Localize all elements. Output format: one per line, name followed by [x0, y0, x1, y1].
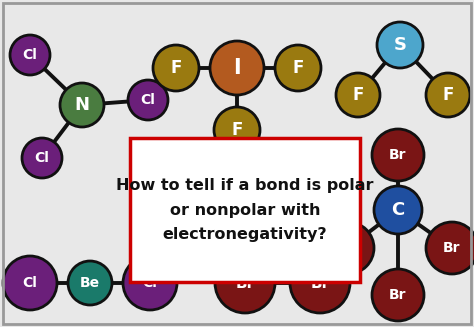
Circle shape [372, 129, 424, 181]
Circle shape [275, 45, 321, 91]
Circle shape [60, 83, 104, 127]
Text: Be: Be [80, 276, 100, 290]
Text: F: F [442, 86, 454, 104]
Text: Br: Br [339, 241, 357, 255]
Text: Cl: Cl [35, 151, 49, 165]
Text: N: N [74, 96, 90, 114]
Circle shape [214, 107, 260, 153]
Circle shape [123, 256, 177, 310]
Circle shape [426, 73, 470, 117]
Circle shape [10, 35, 50, 75]
Text: Br: Br [236, 276, 255, 290]
Text: Br: Br [310, 276, 329, 290]
Text: S: S [393, 36, 407, 54]
Text: Br: Br [389, 148, 407, 162]
Text: Cl: Cl [23, 48, 37, 62]
Text: I: I [233, 58, 241, 78]
Text: F: F [292, 59, 304, 77]
Circle shape [372, 269, 424, 321]
Text: F: F [352, 86, 364, 104]
Circle shape [374, 186, 422, 234]
Text: How to tell if a bond is polar
or nonpolar with
electronegativity?: How to tell if a bond is polar or nonpol… [116, 178, 374, 242]
Text: Br: Br [389, 288, 407, 302]
Circle shape [210, 41, 264, 95]
Circle shape [68, 261, 112, 305]
Text: Cl: Cl [141, 93, 155, 107]
Circle shape [336, 73, 380, 117]
Text: C: C [392, 201, 405, 219]
Text: Cl: Cl [23, 276, 37, 290]
Text: Cl: Cl [143, 276, 157, 290]
Circle shape [290, 253, 350, 313]
Circle shape [3, 256, 57, 310]
Text: F: F [170, 59, 182, 77]
Circle shape [426, 222, 474, 274]
Circle shape [128, 80, 168, 120]
Text: Br: Br [443, 241, 461, 255]
Text: F: F [231, 121, 243, 139]
Circle shape [153, 45, 199, 91]
Circle shape [22, 138, 62, 178]
Circle shape [377, 22, 423, 68]
Circle shape [215, 253, 275, 313]
Bar [130, 138, 360, 282]
Circle shape [322, 222, 374, 274]
